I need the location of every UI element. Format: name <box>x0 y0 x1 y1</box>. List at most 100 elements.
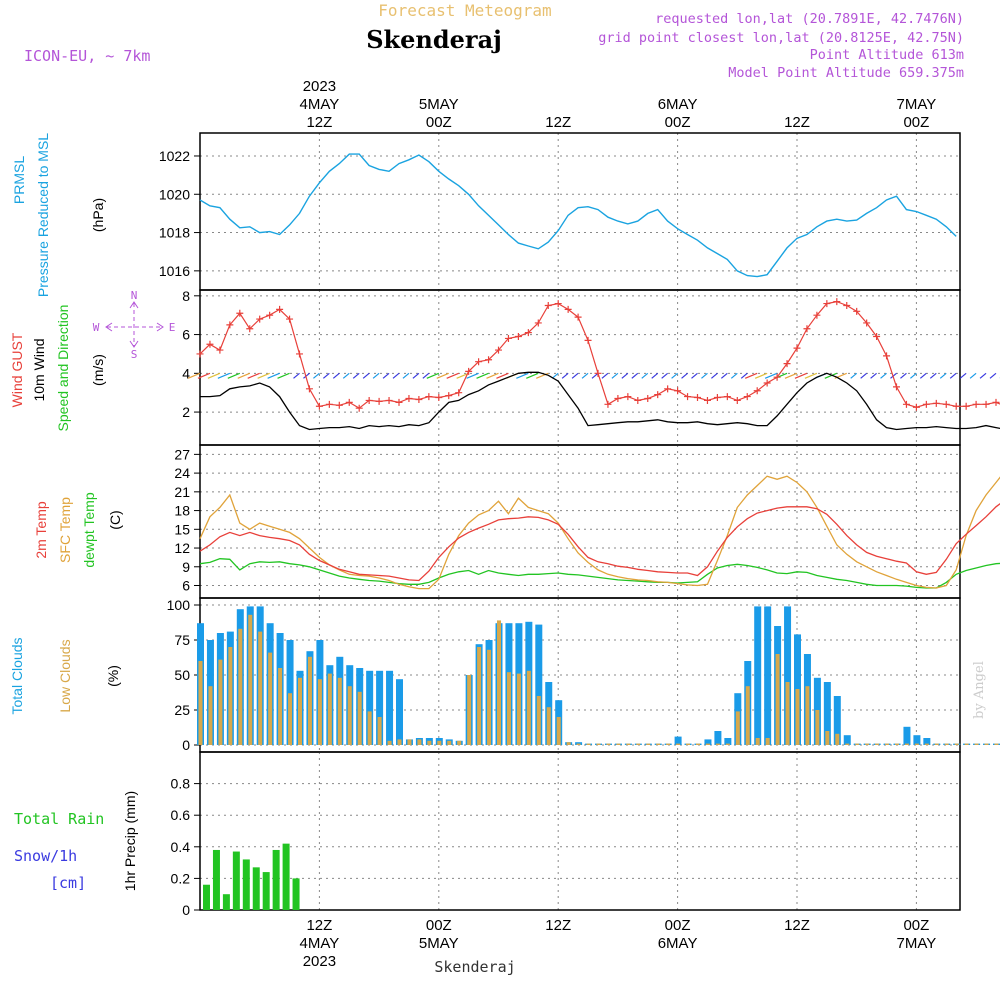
bottom-time-label: 12Z <box>306 917 332 934</box>
y-tick-label: 0.2 <box>171 870 191 886</box>
location-title: Skenderaj <box>366 25 502 54</box>
gust-marker <box>355 404 363 412</box>
wind-direction-arrow <box>516 372 529 379</box>
total-cloud-bar <box>764 606 772 745</box>
low-cloud-bar <box>586 743 591 745</box>
wind-direction-arrow <box>681 372 688 379</box>
wind-direction-arrow <box>621 372 629 379</box>
gust-marker <box>952 402 960 410</box>
wind-direction-arrow <box>691 372 698 379</box>
wind-direction-arrow <box>466 372 479 379</box>
low-cloud-bar <box>616 743 621 745</box>
wind-unit: (m/s) <box>90 354 106 386</box>
gust-marker <box>335 401 343 409</box>
bottom-time-label: 12Z <box>784 917 810 934</box>
gridpoint-coords: grid point closest lon,lat (20.8125E, 42… <box>598 30 964 46</box>
gust-marker <box>485 356 493 364</box>
y-tick-label: 27 <box>174 446 190 462</box>
y-tick-label: 1022 <box>159 148 190 164</box>
snow-legend: Snow/1h <box>14 847 77 865</box>
low-cloud-bar <box>397 739 402 745</box>
wind-direction-arrow <box>267 372 280 379</box>
sfc-temp-line <box>199 475 1000 590</box>
y-tick-label: 0.8 <box>171 776 191 792</box>
low-cloud-bar <box>357 691 362 745</box>
low-cloud-bar <box>924 743 929 745</box>
bottom-time-label: 6MAY <box>658 935 698 952</box>
compass-s-label: S <box>131 348 138 361</box>
total-cloud-bar <box>833 696 841 745</box>
dewpt-line <box>199 558 1000 589</box>
y-tick-label: 8 <box>182 288 190 304</box>
total-cloud-bar <box>376 670 384 745</box>
compass-n-label: N <box>131 289 138 302</box>
total-cloud-bar <box>366 670 374 745</box>
low-cloud-bar <box>735 711 740 745</box>
wind-direction-arrow <box>939 372 947 379</box>
bottom-time-label: 00Z <box>426 917 452 934</box>
wind-direction-arrow <box>591 372 599 379</box>
low-cloud-bar <box>994 743 999 745</box>
gust-marker <box>445 392 453 400</box>
wind-direction-arrow <box>476 372 489 379</box>
low-cloud-bar <box>506 672 511 745</box>
low-cloud-bar <box>347 686 352 745</box>
wind-direction-arrow <box>197 372 211 379</box>
wind-direction-arrow <box>740 372 748 379</box>
wind-direction-arrow <box>402 372 410 379</box>
plot-layer: 1016101810201022246869121518212427025507… <box>159 78 1000 970</box>
low-cloud-bar <box>636 743 641 745</box>
low-cloud-bar <box>944 743 949 745</box>
total-cloud-bar <box>714 731 722 745</box>
low-cloud-bar <box>686 743 691 745</box>
low-cloud-bar <box>606 743 611 745</box>
wind-direction-arrow <box>661 372 669 379</box>
wind-direction-arrow <box>293 372 300 379</box>
gust-marker <box>584 336 592 344</box>
bottom-time-label: 5MAY <box>419 935 459 952</box>
y-tick-label: 50 <box>174 667 190 683</box>
wind-direction-arrow <box>247 372 260 379</box>
dewpt-label: dewpt Temp <box>81 492 97 567</box>
rain-bar <box>242 859 250 910</box>
product-title: Forecast Meteogram <box>378 1 551 20</box>
wind-direction-arrow <box>526 372 539 379</box>
gust-marker <box>932 399 940 407</box>
wind-direction-arrow <box>804 372 818 379</box>
top-time-label: 2023 <box>303 78 336 95</box>
wind-direction-arrow <box>720 372 728 379</box>
rain-bar <box>203 884 210 910</box>
wind-direction-arrow <box>711 372 718 379</box>
rain-bar <box>282 843 290 910</box>
wind-direction-arrow <box>860 372 868 379</box>
low-cloud-bar <box>835 733 840 745</box>
wind-direction-arrow <box>412 372 420 379</box>
gust-marker <box>843 302 851 309</box>
low-cloud-bar <box>447 740 452 745</box>
bottom-time-label: 00Z <box>665 917 691 934</box>
low-cloud-bar <box>546 707 551 745</box>
compass-arrowheads <box>105 301 164 348</box>
total-cloud-bar <box>903 726 911 745</box>
low-cloud-bar <box>775 654 780 745</box>
wind-direction-arrow <box>919 372 927 379</box>
wind-direction-arrow <box>601 372 609 379</box>
gust-marker <box>305 385 313 393</box>
y-tick-label: 21 <box>174 484 190 500</box>
gust-marker <box>674 387 682 395</box>
wind-direction-arrow <box>744 372 758 379</box>
low-cloud-bar <box>954 743 959 745</box>
gust-marker <box>325 400 333 408</box>
compass-rose: N S W E <box>93 289 176 361</box>
compass-w-label: W <box>93 321 100 334</box>
gust-marker <box>972 400 980 408</box>
gust-marker <box>226 321 234 329</box>
gust-marker <box>614 395 622 402</box>
total-cloud-bar <box>823 682 831 745</box>
pressure-unit: (hPa) <box>90 198 106 232</box>
pressure-line <box>199 153 957 278</box>
top-time-label: 12Z <box>784 114 810 131</box>
wind-direction-arrow <box>969 372 977 379</box>
wind-direction-arrow <box>313 372 320 379</box>
